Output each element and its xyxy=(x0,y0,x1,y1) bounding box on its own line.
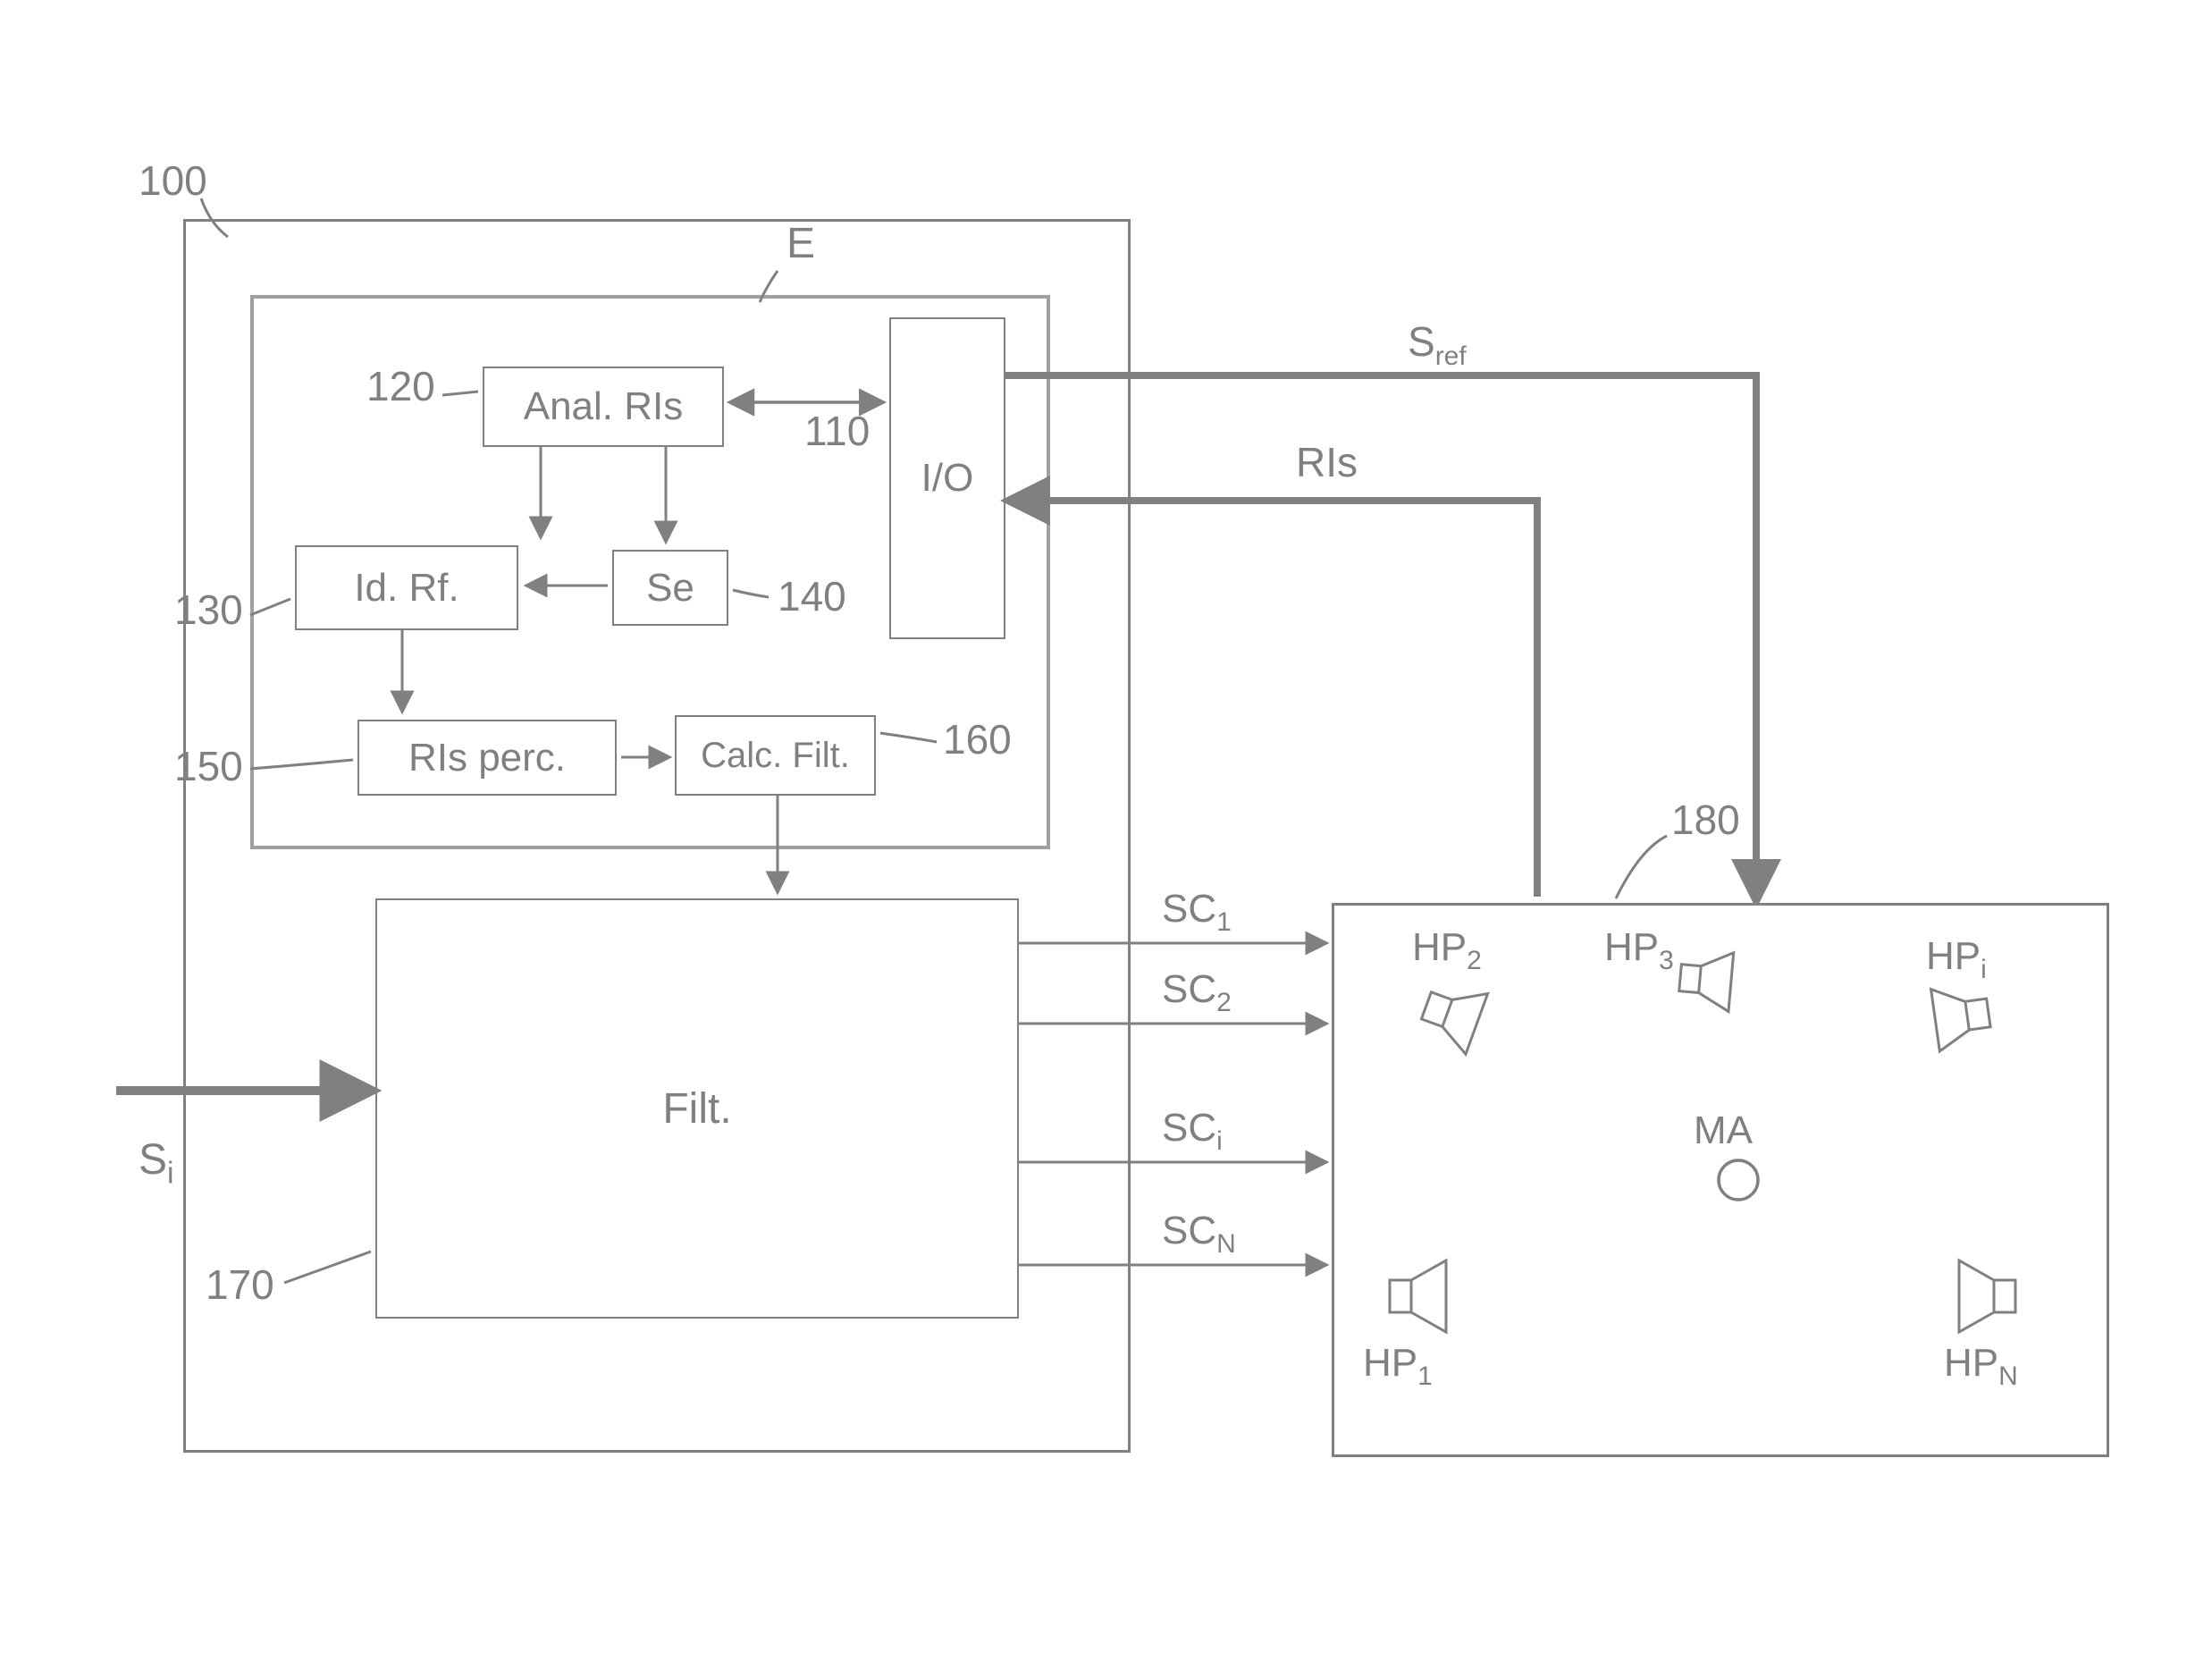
label-io-text: I/O xyxy=(921,456,974,501)
block-ris-perc: RIs perc. xyxy=(357,720,617,796)
label-hpn: HPN xyxy=(1944,1341,2018,1392)
label-se-text: Se xyxy=(646,566,694,611)
label-170: 170 xyxy=(206,1260,274,1309)
label-scn: SCN xyxy=(1162,1209,1236,1260)
block-id-rf: Id. Rf. xyxy=(295,545,518,630)
label-hp1: HP1 xyxy=(1363,1341,1433,1392)
block-se: Se xyxy=(612,550,728,626)
label-hp3: HP3 xyxy=(1604,925,1674,976)
diagram-canvas: 100 E Anal. RIs 120 I/O 110 Id. Rf. 130 … xyxy=(0,0,2212,1669)
label-ris: RIs xyxy=(1296,438,1358,486)
label-hp2: HP2 xyxy=(1412,925,1482,976)
label-id-rf-text: Id. Rf. xyxy=(354,566,458,611)
label-140: 140 xyxy=(778,572,846,620)
label-160: 160 xyxy=(943,715,1012,763)
label-filt-text: Filt. xyxy=(662,1084,731,1134)
label-120: 120 xyxy=(366,362,435,410)
label-sci: SCi xyxy=(1162,1106,1223,1157)
label-e: E xyxy=(786,219,815,268)
label-150: 150 xyxy=(174,742,243,790)
label-hpi: HPi xyxy=(1926,934,1987,985)
label-ma: MA xyxy=(1694,1108,1753,1153)
block-filt: Filt. xyxy=(375,898,1019,1319)
label-100: 100 xyxy=(139,156,207,205)
label-si: Si xyxy=(139,1135,174,1192)
block-calc-filt: Calc. Filt. xyxy=(675,715,876,796)
label-130: 130 xyxy=(174,586,243,634)
label-ris-perc-text: RIs perc. xyxy=(408,736,566,780)
block-io: I/O xyxy=(889,317,1005,639)
label-calc-filt-text: Calc. Filt. xyxy=(701,736,850,776)
block-anal-ris: Anal. RIs xyxy=(483,367,724,447)
label-sref: Sref xyxy=(1408,317,1467,372)
label-110: 110 xyxy=(804,407,870,455)
label-sc2: SC2 xyxy=(1162,967,1232,1018)
label-180: 180 xyxy=(1671,796,1740,844)
label-sc1: SC1 xyxy=(1162,887,1232,938)
label-anal-ris-text: Anal. RIs xyxy=(524,384,684,429)
